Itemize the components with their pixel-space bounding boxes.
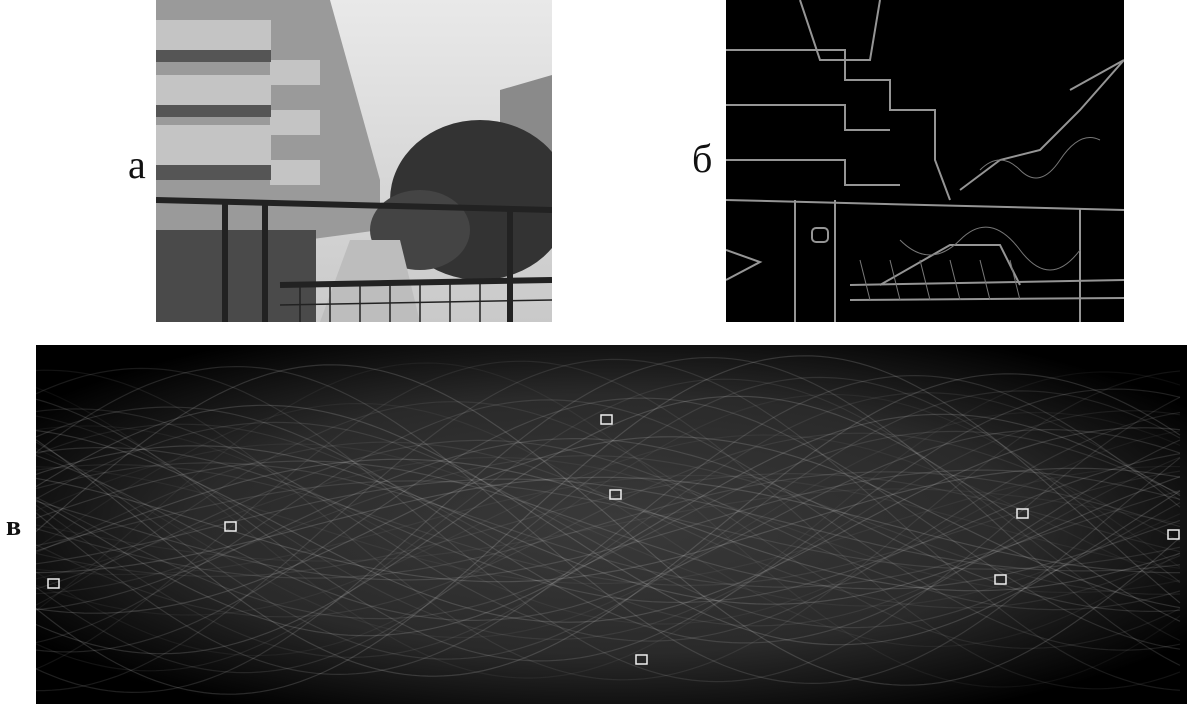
edge-map (726, 0, 1124, 322)
page: а б в (() => { const data = JSON.parse(d… (0, 0, 1187, 704)
photo (156, 0, 570, 322)
panel-label: в (6, 511, 21, 542)
figure: а б в (0, 0, 1187, 704)
panel-label: а (128, 142, 146, 187)
panel-label: б (692, 136, 712, 181)
hough-space (36, 345, 1187, 704)
